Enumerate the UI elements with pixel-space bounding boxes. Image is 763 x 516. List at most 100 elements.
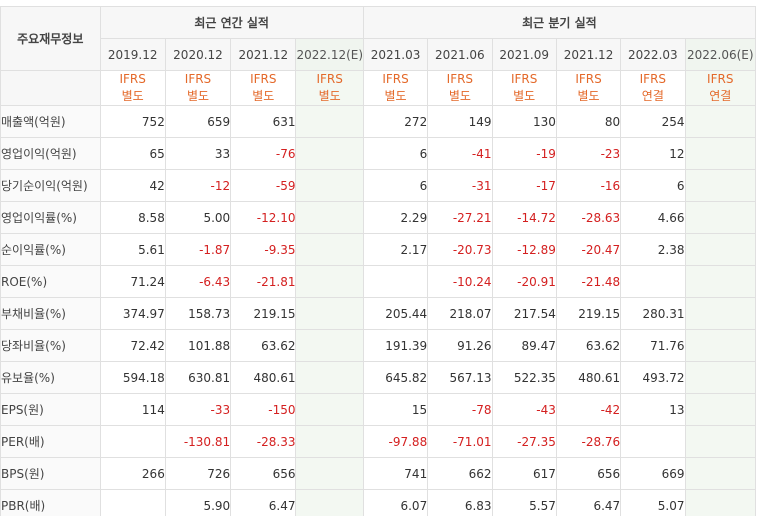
value-cell: 15 [362,393,429,426]
ifrs-label: IFRS [575,72,602,86]
value-cell: -33 [164,393,232,426]
value-cell: -28.76 [555,425,622,458]
value-cell [99,489,166,516]
value-cell: 71.76 [620,329,686,362]
ifrs-basis-header: IFRS 별도 [427,70,493,106]
value-cell: 217.54 [491,297,557,330]
ifrs-basis-label: 연결 [709,89,732,103]
ifrs-basis-label: 별도 [384,89,407,103]
value-cell: -78 [427,393,493,426]
value-cell [295,169,364,202]
value-cell: -6.43 [164,265,232,298]
value-cell: -130.81 [164,425,232,458]
ifrs-basis-label: 별도 [121,89,144,103]
financial-table: 주요재무정보 최근 연간 실적 최근 분기 실적 2019.12 2020.12 2… [0,6,757,516]
value-cell [620,425,686,458]
value-cell: -23 [555,137,622,170]
row-label: EPS(원) [0,393,101,426]
value-cell: -59 [230,169,297,202]
value-cell: 631 [230,105,297,138]
value-cell [684,457,757,490]
value-cell: 219.15 [230,297,297,330]
value-cell: 280.31 [620,297,686,330]
value-cell: 12 [620,137,686,170]
ifrs-basis-header: IFRS 별도 [555,70,622,106]
value-cell: -16 [555,169,622,202]
value-cell [684,297,757,330]
value-cell: 6.47 [555,489,622,516]
value-cell [684,489,757,516]
value-cell: 205.44 [362,297,429,330]
value-cell [295,489,364,516]
ifrs-label: IFRS [707,72,734,86]
period-header: 2021.09 [491,38,557,71]
row-label: ROE(%) [0,265,101,298]
table-row: 당기순이익(억원) 42 -12 -59 6 -31 -17 -16 6 [0,169,757,202]
value-cell [620,265,686,298]
row-label: 영업이익률(%) [0,201,101,234]
value-cell [295,265,364,298]
value-cell: -12.10 [230,201,297,234]
value-cell [684,137,757,170]
value-cell: -9.35 [230,233,297,266]
value-cell: 6.47 [230,489,297,516]
table-row: EPS(원) 114 -33 -150 15 -78 -43 -42 13 [0,393,757,426]
row-label: 유보율(%) [0,361,101,394]
period-header: 2021.06 [427,38,493,71]
period-header-row: 2019.12 2020.12 2021.12 2022.12(E) 2021.03 20… [1,38,757,71]
value-cell: 65 [99,137,166,170]
value-cell: 272 [362,105,429,138]
row-label: PBR(배) [0,489,101,516]
value-cell: 6.83 [427,489,493,516]
value-cell: -1.87 [164,233,232,266]
ifrs-label: IFRS [119,72,146,86]
ifrs-basis-label: 별도 [252,89,275,103]
value-cell [295,233,364,266]
row-label: 부채비율(%) [0,297,101,330]
value-cell: 5.57 [491,489,557,516]
value-cell [684,105,757,138]
ifrs-basis-label: 별도 [318,89,341,103]
value-cell: 80 [555,105,622,138]
period-header: 2020.12 [164,38,232,71]
value-cell: 254 [620,105,686,138]
ifrs-label: IFRS [446,72,474,86]
row-label: 순이익률(%) [0,233,101,266]
ifrs-label: IFRS [382,72,409,86]
value-cell: 2.29 [362,201,429,234]
value-cell: 656 [555,457,622,490]
value-cell: 493.72 [620,361,686,394]
value-cell: 617 [491,457,557,490]
period-header: 2021.03 [362,38,429,71]
value-cell: -20.91 [491,265,557,298]
value-cell [295,393,364,426]
value-cell: -150 [230,393,297,426]
value-cell [684,361,757,394]
ifrs-basis-label: 별도 [186,89,210,103]
value-cell [295,137,364,170]
value-cell: 662 [427,457,493,490]
ifrs-basis-header: IFRS 별도 [491,70,557,106]
value-cell [684,169,757,202]
row-label: 매출액(억원) [0,105,101,138]
value-cell: 91.26 [427,329,493,362]
value-cell [684,425,757,458]
value-cell: -27.35 [491,425,557,458]
table-row: PER(배) -130.81 -28.33 -97.88 -71.01 -27.35 -28… [0,425,757,458]
value-cell: -12 [164,169,232,202]
ifrs-label: IFRS [639,72,667,86]
value-cell: 158.73 [164,297,232,330]
ifrs-label: IFRS [316,72,343,86]
value-cell: 656 [230,457,297,490]
period-header: 2022.03 [620,38,686,71]
value-cell [295,329,364,362]
value-cell: -71.01 [427,425,493,458]
value-cell: 13 [620,393,686,426]
table-row: 유보율(%) 594.18 630.81 480.61 645.82 567.13 522.… [0,361,757,394]
row-label: BPS(원) [0,457,101,490]
period-header: 2021.12 [555,38,622,71]
value-cell: -10.24 [427,265,493,298]
value-cell: 5.00 [164,201,232,234]
value-cell: 114 [99,393,166,426]
ifrs-basis-header: IFRS 별도 [362,70,429,106]
